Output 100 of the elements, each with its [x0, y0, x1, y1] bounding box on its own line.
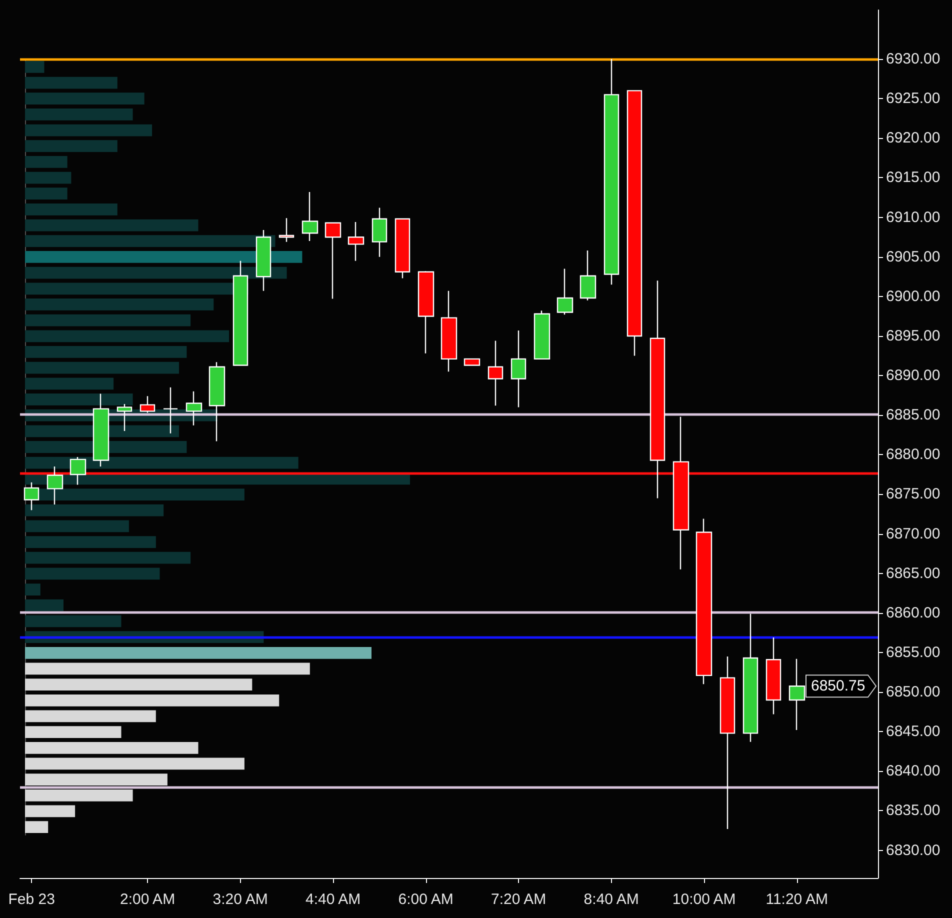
bar — [25, 456, 298, 469]
bar — [25, 662, 310, 675]
y-tick-label: 6880.00 — [886, 446, 940, 464]
y-tick-label: 6855.00 — [886, 644, 940, 661]
bar — [25, 378, 114, 390]
candlestick — [302, 191, 318, 242]
bar — [25, 599, 64, 612]
bar — [25, 362, 179, 374]
bar — [25, 60, 44, 73]
y-tick-label: 6860.00 — [886, 604, 940, 622]
x-tick-label: 7:20 AM — [491, 891, 546, 908]
bar — [25, 568, 160, 580]
candlestick — [580, 250, 596, 301]
y-tick-label: 6875.00 — [886, 486, 940, 503]
y-tick-label: 6910.00 — [886, 208, 940, 226]
candlestick — [720, 656, 736, 830]
y-tick-label: 6885.00 — [886, 406, 940, 424]
bar — [25, 584, 40, 596]
bar — [25, 124, 152, 136]
y-tick-label: 6900.00 — [886, 288, 940, 305]
x-tick-label: 8:40 AM — [584, 891, 639, 908]
bar — [25, 330, 230, 342]
candlestick — [534, 310, 550, 360]
bar — [25, 504, 164, 516]
bar — [25, 694, 280, 706]
bar — [25, 235, 276, 248]
x-tick-label: 6:00 AM — [398, 891, 454, 908]
candlestick — [696, 518, 712, 685]
bar — [25, 394, 133, 406]
x-tick-label: Feb 23 — [8, 891, 55, 908]
bar — [25, 710, 156, 722]
x-tick-label: 2:00 AM — [120, 891, 176, 908]
bar — [25, 282, 248, 295]
bar — [25, 298, 214, 310]
bar — [25, 789, 133, 802]
bar — [25, 251, 302, 263]
y-tick-label: 6890.00 — [886, 367, 940, 384]
bar — [25, 266, 287, 279]
y-tick-label: 6925.00 — [886, 90, 940, 108]
candlestick — [604, 58, 620, 286]
bar — [25, 188, 68, 200]
candlestick — [742, 613, 758, 743]
candlestick — [418, 270, 434, 354]
bar — [25, 742, 198, 754]
candlestick — [464, 358, 480, 366]
bar — [25, 552, 191, 564]
candlestick — [208, 362, 226, 442]
bar — [25, 726, 122, 738]
bar — [25, 219, 198, 232]
bar — [25, 646, 372, 659]
y-tick-label: 6870.00 — [886, 525, 940, 542]
candlestick — [510, 330, 526, 408]
candlestick — [766, 636, 782, 715]
y-tick-label: 6835.00 — [886, 802, 940, 820]
bar — [25, 615, 122, 628]
candlestick — [140, 396, 156, 414]
y-tick-label: 6845.00 — [886, 723, 940, 740]
candlestick — [556, 268, 574, 316]
candlestick — [348, 221, 364, 262]
y-tick-label: 6840.00 — [886, 762, 940, 780]
bar — [25, 536, 156, 548]
x-tick-label: 3:20 AM — [212, 891, 268, 908]
candlestick — [788, 658, 806, 731]
candlestick — [626, 90, 642, 356]
candlestick — [394, 218, 410, 279]
candlestick — [162, 386, 178, 434]
y-tick-label: 6830.00 — [886, 842, 940, 859]
y-tick-label: 6850.00 — [886, 684, 940, 701]
candlestick — [440, 290, 458, 372]
bar — [25, 774, 168, 786]
bar — [25, 314, 191, 326]
bar — [25, 108, 133, 120]
y-tick-label: 6930.00 — [886, 50, 940, 68]
bar — [25, 520, 129, 532]
bar — [25, 678, 252, 690]
y-tick-label: 6865.00 — [886, 564, 940, 582]
bar — [25, 92, 144, 105]
bar — [25, 140, 118, 152]
y-tick-label: 6905.00 — [886, 248, 940, 266]
candlestick — [324, 222, 342, 300]
bar — [25, 172, 72, 184]
x-tick-label: 11:20 AM — [766, 891, 828, 908]
bar — [25, 441, 187, 453]
candlestick — [372, 207, 388, 258]
candlestick — [278, 218, 294, 242]
bar — [25, 204, 118, 216]
bar — [25, 758, 244, 770]
y-tick-label: 6895.00 — [886, 327, 940, 344]
bar — [25, 425, 179, 438]
bar — [25, 346, 187, 358]
bar — [25, 156, 68, 168]
x-tick-label: 10:00 AM — [672, 891, 736, 908]
annotation: 6850.75 — [811, 678, 866, 695]
candlestick — [488, 340, 504, 406]
y-tick-label: 6915.00 — [886, 169, 940, 186]
bar — [25, 805, 76, 818]
bar — [25, 76, 118, 89]
x-tick-label: 4:40 AM — [306, 891, 361, 908]
bar — [25, 821, 48, 834]
y-tick-label: 6920.00 — [886, 130, 940, 147]
